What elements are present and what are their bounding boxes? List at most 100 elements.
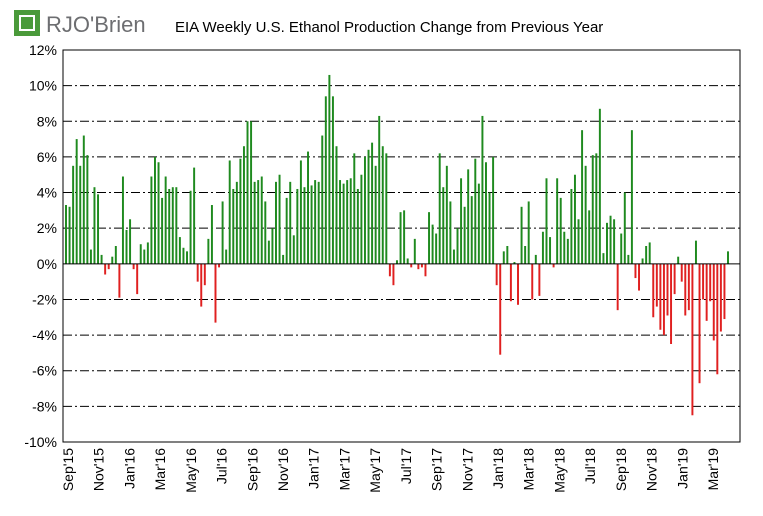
bar xyxy=(428,212,431,264)
bar xyxy=(275,181,277,264)
gridlines xyxy=(63,85,740,407)
bar xyxy=(499,263,502,355)
x-tick-label: Mar'17 xyxy=(336,448,352,491)
bar xyxy=(606,222,608,264)
bar xyxy=(89,249,92,264)
bar xyxy=(420,263,423,268)
bar xyxy=(97,194,100,264)
bar xyxy=(680,263,683,282)
bar xyxy=(154,156,156,264)
bar xyxy=(186,251,188,264)
bar xyxy=(111,256,114,264)
bar xyxy=(310,185,313,264)
bar xyxy=(79,165,82,264)
bar xyxy=(577,219,580,264)
bar xyxy=(413,238,416,264)
bar xyxy=(616,263,619,311)
bar xyxy=(146,242,149,264)
bar xyxy=(474,158,477,264)
bar xyxy=(495,263,498,286)
bar xyxy=(242,146,245,264)
bar xyxy=(716,263,719,375)
bar xyxy=(303,187,306,264)
x-axis-tick-labels: Sep'15 Nov'15 Jan'16 Mar'16 May'16 Jul'16 Sep'… xyxy=(60,448,721,493)
bar xyxy=(702,263,705,300)
bar xyxy=(570,188,573,264)
bar xyxy=(367,149,370,264)
bar xyxy=(278,174,281,264)
bar xyxy=(509,263,512,302)
bar xyxy=(196,263,199,282)
bar xyxy=(125,229,128,264)
bar xyxy=(502,251,505,264)
bar xyxy=(613,219,616,264)
bar xyxy=(267,240,270,264)
bar xyxy=(648,242,651,264)
logo-icon xyxy=(14,10,40,36)
bar xyxy=(673,263,676,295)
chart-title: EIA Weekly U.S. Ethanol Production Chang… xyxy=(175,19,603,36)
bar xyxy=(218,263,221,268)
bar xyxy=(246,121,249,264)
x-tick-label: Nov'17 xyxy=(459,448,475,491)
bar xyxy=(410,263,413,268)
bar xyxy=(210,205,213,264)
bar xyxy=(296,188,299,264)
bar xyxy=(403,210,406,264)
bar xyxy=(584,165,587,264)
bar xyxy=(371,142,374,264)
y-tick-label: 8% xyxy=(37,113,57,129)
bar xyxy=(652,263,655,318)
bar xyxy=(314,180,317,264)
y-tick-label: 10% xyxy=(29,78,57,94)
bar xyxy=(488,192,491,264)
bar xyxy=(698,263,701,384)
bar xyxy=(623,192,626,264)
bar xyxy=(520,206,523,264)
bar xyxy=(492,156,495,264)
x-tick-label: Sep'15 xyxy=(60,448,76,491)
bar xyxy=(139,244,142,264)
bar xyxy=(694,240,697,264)
bar xyxy=(456,228,459,264)
bar xyxy=(417,263,420,270)
plot-area-frame xyxy=(62,49,741,443)
bar xyxy=(328,74,331,264)
bar xyxy=(385,153,388,264)
bars xyxy=(65,74,729,416)
bar xyxy=(214,263,217,323)
bar xyxy=(175,187,178,264)
bar xyxy=(691,263,694,416)
bar xyxy=(538,263,541,296)
bar xyxy=(321,135,324,264)
bar xyxy=(104,263,107,275)
bar xyxy=(627,254,630,264)
x-tick-label: Sep'16 xyxy=(244,448,260,491)
bar xyxy=(545,178,548,264)
bar xyxy=(524,246,527,264)
bar xyxy=(481,115,484,264)
x-tick-label: Mar'19 xyxy=(705,448,721,491)
bar xyxy=(591,155,594,264)
x-tick-label: Jul'16 xyxy=(214,448,230,484)
bar xyxy=(460,178,463,264)
bar xyxy=(378,115,381,264)
x-tick-label: Jul'17 xyxy=(398,448,414,484)
bar xyxy=(257,180,260,264)
bar xyxy=(677,256,680,264)
bar xyxy=(339,180,342,264)
bar xyxy=(655,263,658,307)
bar xyxy=(723,263,726,320)
y-tick-label: -4% xyxy=(32,327,57,343)
bar xyxy=(65,205,67,264)
bar xyxy=(645,246,648,264)
x-tick-label: May'18 xyxy=(551,448,567,493)
y-tick-label: 4% xyxy=(37,185,57,201)
bar xyxy=(193,167,196,264)
bar xyxy=(598,108,601,264)
y-axis-tick-labels: -10% -8% -6% -4% -2% 0% 2% 4% 6% 8% 10% 12% xyxy=(24,42,57,450)
bar xyxy=(324,96,327,264)
bar xyxy=(588,210,591,264)
bar xyxy=(662,263,665,336)
